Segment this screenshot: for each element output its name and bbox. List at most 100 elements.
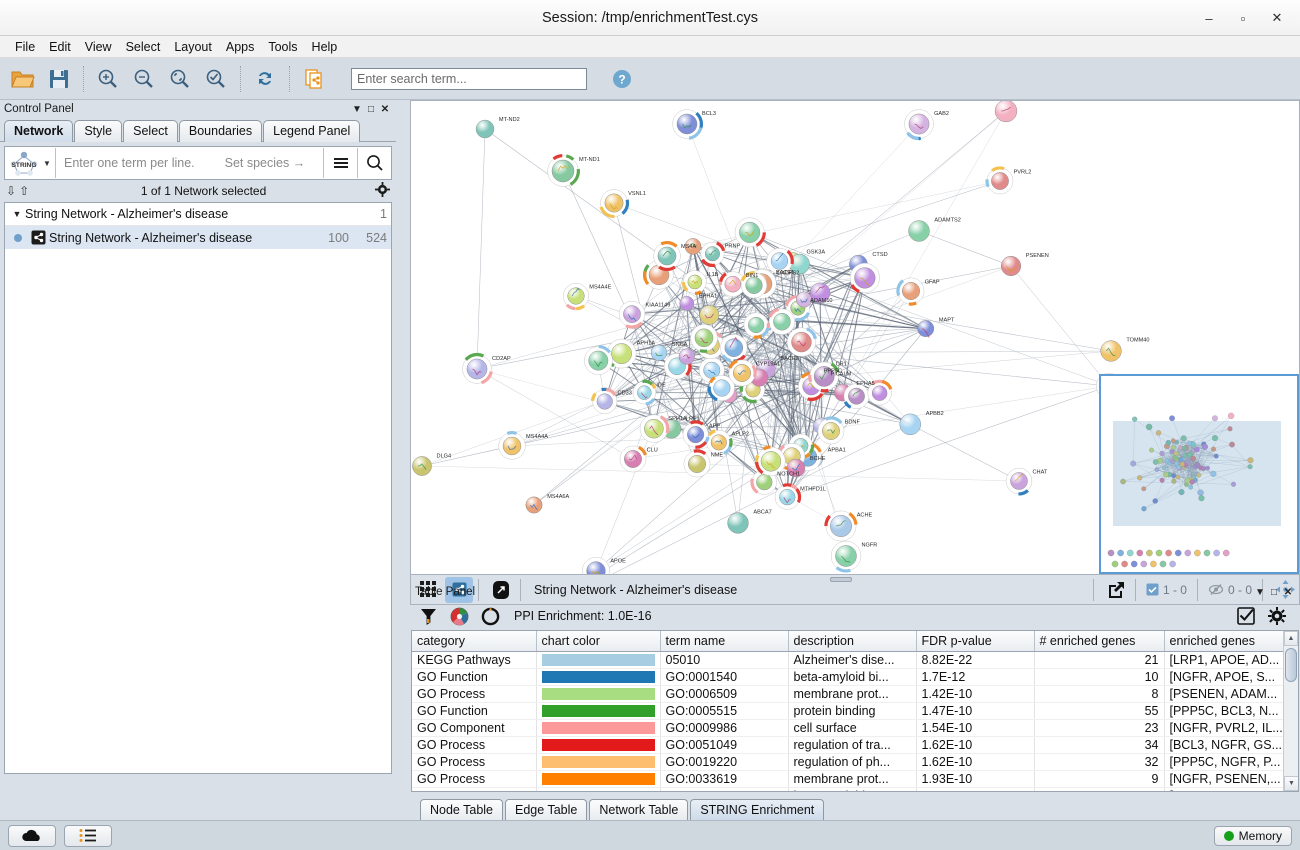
table-row[interactable]: GO Process GO:0019220 regulation of ph... 1… <box>412 753 1286 771</box>
network-node[interactable] <box>848 387 865 405</box>
network-node[interactable] <box>724 338 744 357</box>
network-nodes[interactable] <box>412 101 1124 574</box>
scroll-up-arrow-icon[interactable]: ▲ <box>1284 631 1298 646</box>
network-node[interactable] <box>991 172 1009 190</box>
network-node[interactable] <box>773 312 791 331</box>
tab-network[interactable]: Network <box>4 120 74 142</box>
enrichment-table-container[interactable]: category chart color term name descripti… <box>411 630 1299 792</box>
network-node[interactable] <box>475 119 495 139</box>
network-node[interactable] <box>688 455 706 473</box>
network-node[interactable] <box>822 422 840 440</box>
network-node[interactable] <box>596 393 613 410</box>
network-tree[interactable]: ▼ String Network - Alzheimer's disease 1… <box>4 202 392 774</box>
network-node[interactable] <box>908 220 930 242</box>
network-node[interactable] <box>623 305 641 323</box>
tab-node-table[interactable]: Node Table <box>420 799 504 820</box>
grid-view-icon[interactable] <box>414 577 442 603</box>
network-node[interactable] <box>902 282 920 300</box>
scroll-down-arrow-icon[interactable]: ▼ <box>1284 776 1298 791</box>
network-node[interactable] <box>795 291 812 308</box>
fit-content-icon[interactable] <box>1271 577 1299 603</box>
network-node[interactable] <box>835 545 857 567</box>
network-node[interactable] <box>791 331 812 353</box>
tab-select[interactable]: Select <box>123 120 178 142</box>
network-node[interactable] <box>412 456 432 476</box>
network-node[interactable] <box>809 282 831 303</box>
network-node[interactable] <box>786 458 806 478</box>
search-input[interactable]: Enter search term... <box>351 67 587 90</box>
string-term-input[interactable]: Enter one term per line. Set species → <box>56 156 323 170</box>
filter-icon[interactable] <box>415 604 441 628</box>
cloud-icon[interactable] <box>8 824 56 847</box>
network-node[interactable] <box>684 238 702 255</box>
table-panel-close-icon[interactable]: ✕ <box>1283 586 1293 598</box>
minimize-button[interactable]: – <box>1205 10 1213 26</box>
donut-chart-icon[interactable] <box>477 604 503 628</box>
table-row[interactable]: GO Component GO:0009986 cell surface 1.54E-… <box>412 719 1286 737</box>
col-chart-color[interactable]: chart color <box>536 631 661 652</box>
network-node[interactable] <box>854 267 876 289</box>
memory-button[interactable]: Memory <box>1213 825 1292 846</box>
col-enriched-count[interactable]: # enriched genes <box>1034 631 1165 652</box>
table-panel-menu-icon[interactable]: ▼ <box>1255 586 1265 598</box>
col-term-name[interactable]: term name <box>660 631 789 652</box>
table-row[interactable]: GO Process GO:0033619 membrane prot... 1.93… <box>412 770 1286 788</box>
network-node[interactable] <box>830 515 852 537</box>
network-node[interactable] <box>1100 340 1122 362</box>
network-node[interactable] <box>779 489 796 506</box>
tab-network-table[interactable]: Network Table <box>589 799 689 820</box>
tab-string-enrichment[interactable]: STRING Enrichment <box>690 799 825 820</box>
network-node[interactable] <box>466 358 488 380</box>
network-view-icon[interactable] <box>445 576 473 603</box>
network-node[interactable] <box>756 474 773 491</box>
network-node[interactable] <box>1000 255 1022 277</box>
annotation-icon[interactable] <box>487 577 515 603</box>
network-node[interactable] <box>699 305 720 325</box>
network-node[interactable] <box>687 274 703 290</box>
col-enriched-genes[interactable]: enriched genes <box>1164 631 1286 652</box>
control-panel-menu-icon[interactable]: ▼ <box>352 103 362 115</box>
refresh-icon[interactable] <box>248 62 282 96</box>
network-node[interactable] <box>644 418 664 439</box>
expand-triangle-icon[interactable]: ▼ <box>12 209 22 219</box>
zoom-selected-icon[interactable] <box>163 62 197 96</box>
network-node[interactable] <box>679 296 695 311</box>
fit-network-icon[interactable] <box>199 62 233 96</box>
zoom-out-icon[interactable] <box>127 62 161 96</box>
network-node[interactable] <box>813 366 835 387</box>
menu-layout[interactable]: Layout <box>174 39 212 54</box>
network-node[interactable] <box>748 316 765 334</box>
network-tree-group[interactable]: ▼ String Network - Alzheimer's disease 1 <box>5 203 391 226</box>
scrollbar-thumb[interactable] <box>1285 648 1297 682</box>
network-node[interactable] <box>704 246 720 262</box>
control-panel-float-icon[interactable]: □ <box>367 103 375 115</box>
network-node[interactable] <box>727 512 749 534</box>
table-row[interactable]: GO Process GO:0051049 regulation of tra...… <box>412 736 1286 754</box>
network-node[interactable] <box>624 450 642 468</box>
col-category[interactable]: category <box>412 631 537 652</box>
network-node[interactable] <box>604 193 624 213</box>
network-overview-panel[interactable] <box>1099 374 1299 574</box>
table-row[interactable]: GO Function GO:0001540 beta-amyloid bi... 1… <box>412 668 1286 686</box>
table-row[interactable]: GO Process GO:0050435beta-amyloid m...2.0… <box>412 787 1286 791</box>
network-node[interactable] <box>678 348 695 365</box>
table-panel-float-icon[interactable]: □ <box>1270 586 1278 598</box>
network-node[interactable] <box>770 252 789 270</box>
network-tree-item[interactable]: String Network - Alzheimer's disease 100… <box>5 226 391 249</box>
string-logo-icon[interactable]: STRING <box>5 147 43 179</box>
splitter-grip[interactable] <box>830 577 852 582</box>
maximize-button[interactable]: ▫ <box>1240 10 1246 26</box>
network-node[interactable] <box>724 275 742 293</box>
color-palette-icon[interactable] <box>446 604 472 628</box>
network-node[interactable] <box>657 246 677 266</box>
task-list-icon[interactable] <box>64 824 112 847</box>
menu-file[interactable]: File <box>15 39 36 54</box>
control-panel-close-icon[interactable]: ✕ <box>380 103 390 115</box>
network-node[interactable] <box>586 561 606 574</box>
network-node[interactable] <box>567 287 585 305</box>
string-dropdown-caret-icon[interactable]: ▼ <box>43 158 51 168</box>
menu-apps[interactable]: Apps <box>225 39 255 54</box>
help-icon[interactable]: ? <box>605 62 639 96</box>
hidden-nodes-indicator[interactable]: 0 - 0 <box>1203 583 1257 597</box>
network-node[interactable] <box>676 113 698 135</box>
